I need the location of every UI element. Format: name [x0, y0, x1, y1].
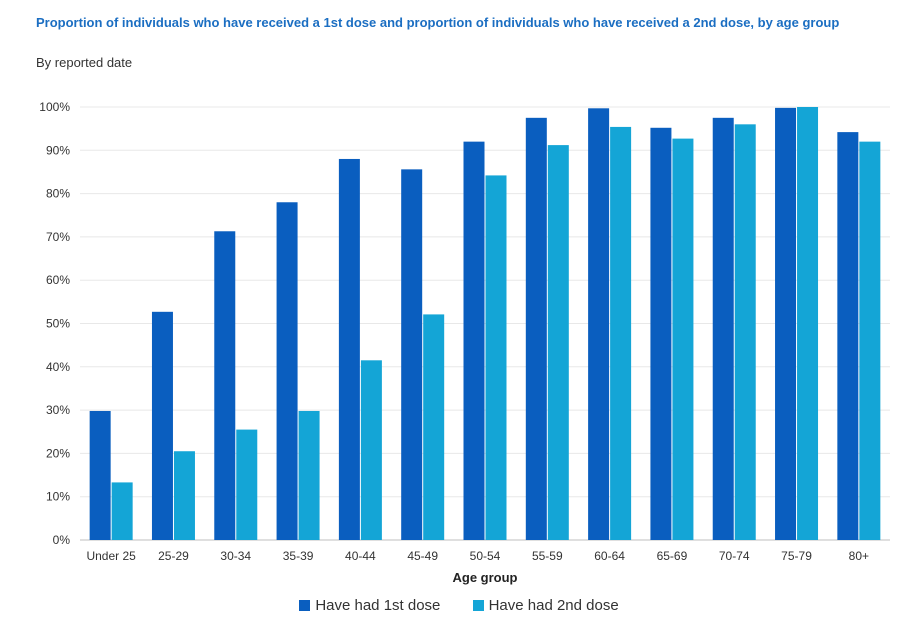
- x-axis-title: Age group: [453, 570, 518, 585]
- legend-swatch-2nd-dose: [472, 600, 484, 611]
- y-tick-label: 20%: [46, 446, 70, 460]
- bar-1st-dose: [712, 117, 734, 540]
- bar-2nd-dose: [734, 124, 756, 540]
- bar-1st-dose: [151, 311, 173, 540]
- bar-2nd-dose: [485, 175, 507, 540]
- bar-1st-dose: [650, 127, 672, 540]
- x-tick-label: 65-69: [657, 549, 688, 563]
- x-tick-label: 80+: [849, 549, 869, 563]
- bar-2nd-dose: [173, 451, 195, 540]
- x-tick-label: 60-64: [594, 549, 625, 563]
- chart-subtitle: By reported date: [36, 55, 133, 70]
- x-tick-label: 45-49: [407, 549, 438, 563]
- x-tick-label: 70-74: [719, 549, 750, 563]
- y-tick-label: 0%: [53, 533, 71, 547]
- legend-item-1st-dose: Have had 1st dose: [299, 597, 440, 614]
- chart-title: Proportion of individuals who have recei…: [36, 15, 840, 30]
- x-tick-label: 50-54: [470, 549, 501, 563]
- bar-chart: 0% 10% 20% 30% 40% 50% 60% 70% 80% 90% 100% Under 2…: [39, 100, 890, 585]
- bar-1st-dose: [89, 410, 111, 540]
- y-tick-label: 70%: [46, 230, 70, 244]
- y-tick-label: 60%: [46, 273, 70, 287]
- legend-label-2nd-dose: Have had 2nd dose: [488, 597, 619, 614]
- bar-2nd-dose: [111, 482, 133, 540]
- bar-2nd-dose: [797, 107, 819, 540]
- x-tick-label: 55-59: [532, 549, 563, 563]
- legend-item-2nd-dose: Have had 2nd dose: [472, 597, 619, 614]
- bar-2nd-dose: [610, 126, 632, 540]
- bar-2nd-dose: [859, 141, 881, 540]
- bar-1st-dose: [837, 132, 859, 540]
- y-tick-label: 100%: [39, 100, 70, 114]
- bar-1st-dose: [214, 231, 236, 540]
- bar-2nd-dose: [360, 360, 382, 540]
- bar-2nd-dose: [547, 145, 569, 540]
- y-tick-label: 90%: [46, 143, 70, 157]
- bar-1st-dose: [775, 107, 797, 540]
- bar-1st-dose: [463, 141, 485, 540]
- y-tick-label: 80%: [46, 187, 70, 201]
- bar-1st-dose: [588, 108, 610, 540]
- x-tick-label: 75-79: [781, 549, 812, 563]
- x-tick-label: 30-34: [220, 549, 251, 563]
- bar-2nd-dose: [236, 429, 258, 540]
- bar-2nd-dose: [298, 410, 320, 540]
- x-tick-label: 25-29: [158, 549, 189, 563]
- bar-1st-dose: [276, 202, 298, 540]
- bar-1st-dose: [401, 169, 423, 541]
- bar-1st-dose: [338, 158, 360, 540]
- y-tick-label: 40%: [46, 360, 70, 374]
- bar-1st-dose: [525, 117, 547, 540]
- x-tick-label: 40-44: [345, 549, 376, 563]
- x-tick-label: Under 25: [86, 549, 136, 563]
- bar-2nd-dose: [672, 138, 694, 540]
- legend: Have had 1st dose Have had 2nd dose: [0, 597, 918, 615]
- x-tick-label: 35-39: [283, 549, 314, 563]
- y-tick-label: 10%: [46, 490, 70, 504]
- legend-swatch-1st-dose: [299, 600, 311, 611]
- y-tick-label: 50%: [46, 317, 70, 331]
- bar-2nd-dose: [423, 314, 445, 540]
- legend-label-1st-dose: Have had 1st dose: [315, 597, 441, 614]
- y-tick-label: 30%: [46, 403, 70, 417]
